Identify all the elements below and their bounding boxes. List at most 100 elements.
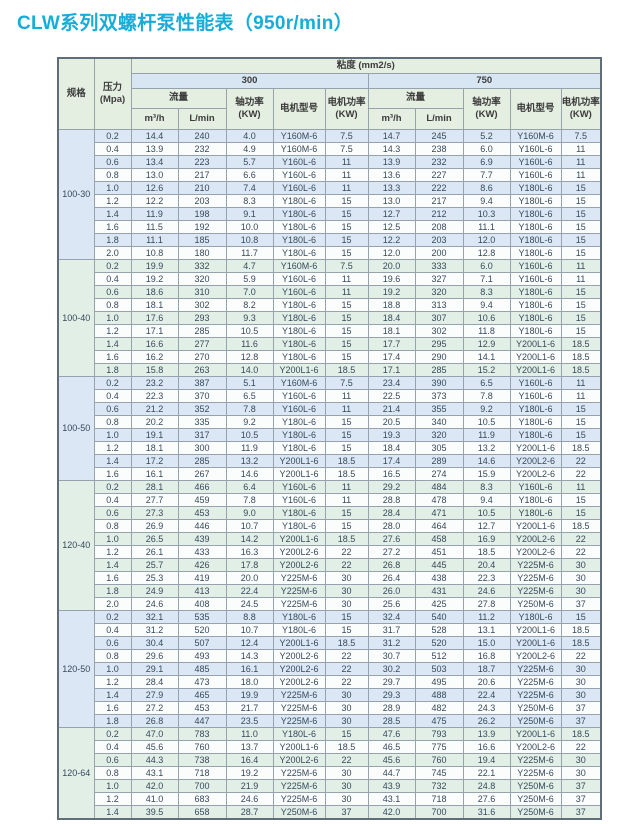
data-cell: 11.8 bbox=[462, 323, 511, 338]
data-cell: 30 bbox=[560, 583, 602, 598]
data-cell: 14.1 bbox=[462, 349, 511, 364]
data-cell: 27.7 bbox=[130, 492, 179, 507]
header-flow-m3h-300: m³/h bbox=[130, 107, 179, 130]
data-cell: 14.4 bbox=[130, 128, 179, 143]
data-cell: 28.0 bbox=[367, 518, 416, 533]
header-shaft-power-300-line1: 轴功率 bbox=[235, 97, 264, 109]
data-cell: 528 bbox=[414, 622, 464, 637]
data-cell: 227 bbox=[414, 167, 464, 182]
table-row: 1.4 25.7 426 17.8 Y200L2-6 22 26.8 445 20.4 Y225M… bbox=[58, 557, 602, 572]
table-row: 0.8 43.1 718 19.2 Y225M-6 30 44.7 745 22.1 Y225M-… bbox=[58, 765, 602, 780]
data-cell: 718 bbox=[414, 791, 464, 806]
data-cell: 31.7 bbox=[367, 622, 416, 637]
data-cell: Y160M-6 bbox=[272, 258, 326, 273]
data-cell: Y200L2-6 bbox=[509, 739, 562, 754]
table-row: 100-30 0.2 14.4 240 4.0 Y160M-6 7.5 14.7 245 5.2 Y… bbox=[57, 128, 602, 260]
data-cell: 20.2 bbox=[130, 414, 179, 429]
data-cell: Y160L-6 bbox=[509, 271, 562, 286]
data-cell: Y200L2-6 bbox=[272, 661, 326, 676]
data-cell: 15 bbox=[560, 193, 602, 208]
table-row: 1.2 17.1 285 10.5 Y180L-6 15 18.1 302 11.8 Y180L-… bbox=[58, 323, 602, 338]
data-cell: 26.4 bbox=[367, 570, 416, 585]
table-row: 120-40 0.2 28.1 466 6.4 Y160L-6 11 29.2 484 8.3 Y1… bbox=[57, 479, 602, 611]
header-shaft-power-750: 轴功率 (KW) bbox=[462, 87, 511, 130]
data-cell: 232 bbox=[177, 141, 227, 156]
table-row: 0.4 45.6 760 13.7 Y200L1-6 18.5 46.5 775 16.6 Y20… bbox=[58, 739, 602, 754]
data-cell: 30 bbox=[324, 570, 369, 585]
data-cell: 507 bbox=[177, 635, 227, 650]
data-cell: 18.5 bbox=[324, 635, 369, 650]
data-cell: Y225M-6 bbox=[272, 687, 326, 702]
data-cell: 0.4 bbox=[93, 141, 132, 156]
data-cell: Y225M-6 bbox=[509, 557, 562, 572]
data-cell: 1.4 bbox=[93, 453, 132, 468]
data-cell: 15 bbox=[324, 336, 369, 351]
data-cell: 18.8 bbox=[367, 297, 416, 312]
data-cell: 16.3 bbox=[225, 544, 274, 559]
data-cell: 17.1 bbox=[130, 323, 179, 338]
data-cell: 15.9 bbox=[462, 466, 511, 481]
data-cell: 20.6 bbox=[462, 674, 511, 689]
data-cell: 5.1 bbox=[225, 375, 274, 390]
data-cell: 14.3 bbox=[367, 141, 416, 156]
data-cell: 217 bbox=[177, 167, 227, 182]
data-cell: 5.7 bbox=[225, 154, 274, 169]
data-cell: Y250M-6 bbox=[509, 804, 562, 819]
data-cell: 223 bbox=[177, 154, 227, 169]
data-cell: 390 bbox=[414, 375, 464, 390]
data-cell: Y160L-6 bbox=[509, 258, 562, 273]
spec-cell: 100-40 bbox=[57, 258, 95, 377]
data-cell: 25.7 bbox=[130, 557, 179, 572]
data-cell: 438 bbox=[414, 570, 464, 585]
data-cell: 6.5 bbox=[462, 375, 511, 390]
data-cell: 10.0 bbox=[225, 219, 274, 234]
table-row: 1.4 39.5 658 28.7 Y250M-6 37 42.0 700 31.6 Y250M-… bbox=[58, 804, 602, 819]
data-cell: 1.6 bbox=[93, 700, 132, 715]
header-shaft-power-300: 轴功率 (KW) bbox=[225, 87, 274, 130]
data-cell: 22 bbox=[324, 661, 369, 676]
data-cell: 1.4 bbox=[93, 687, 132, 702]
header-motor-power-300-line2: (KW) bbox=[335, 108, 358, 120]
data-cell: 0.4 bbox=[93, 271, 132, 286]
header-pressure-line2: (Mpa) bbox=[99, 93, 126, 105]
data-cell: 6.9 bbox=[462, 154, 511, 169]
data-cell: Y160L-6 bbox=[509, 388, 562, 403]
data-cell: Y200L2-6 bbox=[509, 531, 562, 546]
data-cell: 22.5 bbox=[367, 388, 416, 403]
data-cell: Y200L1-6 bbox=[272, 453, 326, 468]
data-cell: 12.8 bbox=[462, 245, 511, 260]
data-cell: 295 bbox=[414, 336, 464, 351]
data-cell: 32.4 bbox=[367, 609, 416, 624]
data-cell: 12.0 bbox=[462, 232, 511, 247]
data-cell: 15 bbox=[560, 232, 602, 247]
data-cell: Y180L-6 bbox=[509, 609, 562, 624]
data-cell: 203 bbox=[414, 232, 464, 247]
data-cell: 11.5 bbox=[130, 219, 179, 234]
data-cell: 8.6 bbox=[462, 180, 511, 195]
data-cell: Y225M-6 bbox=[509, 583, 562, 598]
data-cell: 7.8 bbox=[225, 401, 274, 416]
header-flow-300: 流量 bbox=[130, 87, 227, 109]
table-row: 0.8 18.1 302 8.2 Y180L-6 15 18.8 313 9.4 Y180L-6 1… bbox=[58, 297, 602, 312]
data-cell: 15 bbox=[324, 232, 369, 247]
data-cell: Y200L1-6 bbox=[272, 739, 326, 754]
data-cell: 482 bbox=[414, 700, 464, 715]
data-cell: 7.5 bbox=[324, 375, 369, 390]
data-cell: 24.6 bbox=[225, 791, 274, 806]
data-cell: Y200L1-6 bbox=[509, 362, 562, 377]
header-viscosity-750: 750 bbox=[367, 72, 602, 89]
data-cell: 23.5 bbox=[225, 713, 274, 728]
data-cell: 302 bbox=[414, 323, 464, 338]
data-cell: 15 bbox=[560, 427, 602, 442]
data-cell: 28.8 bbox=[367, 492, 416, 507]
table-row: 0.8 29.6 493 14.3 Y200L2-6 22 30.7 512 16.8 Y200L… bbox=[58, 648, 602, 663]
data-cell: Y180L-6 bbox=[509, 401, 562, 416]
data-cell: 22 bbox=[560, 648, 602, 663]
data-cell: 15 bbox=[324, 622, 369, 637]
data-cell: 285 bbox=[414, 362, 464, 377]
data-cell: 212 bbox=[414, 206, 464, 221]
data-cell: Y160L-6 bbox=[272, 271, 326, 286]
data-cell: 413 bbox=[177, 583, 227, 598]
data-cell: Y180L-6 bbox=[509, 505, 562, 520]
data-cell: 0.2 bbox=[93, 609, 132, 624]
